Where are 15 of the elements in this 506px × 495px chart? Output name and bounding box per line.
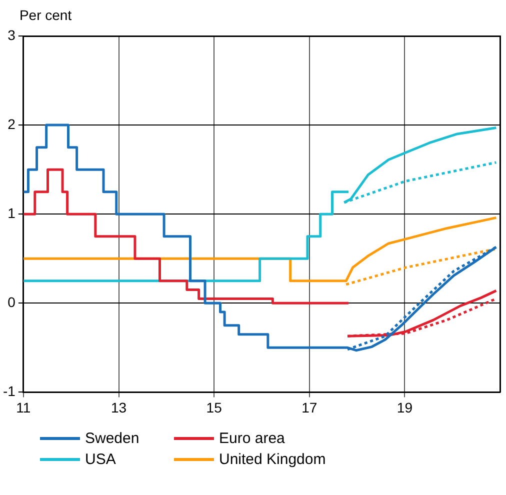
x-tick-label: 19: [396, 399, 413, 416]
x-tick-label: 11: [16, 399, 31, 416]
y-tick-label: 1: [8, 204, 16, 221]
x-tick-label: 17: [302, 399, 318, 416]
legend-label: Sweden: [85, 430, 140, 447]
y-tick-label: -1: [2, 383, 16, 400]
y-axis-title: Per cent: [19, 6, 72, 23]
y-tick-label: 3: [8, 26, 16, 43]
y-tick-label: 2: [8, 116, 16, 132]
legend-label: Euro area: [219, 430, 285, 447]
x-tick-label: 13: [110, 399, 127, 416]
y-tick-label: 0: [8, 294, 16, 310]
x-tick-label: 15: [206, 399, 222, 416]
legend-label: United Kingdom: [219, 451, 326, 468]
legend-label: USA: [85, 451, 116, 468]
